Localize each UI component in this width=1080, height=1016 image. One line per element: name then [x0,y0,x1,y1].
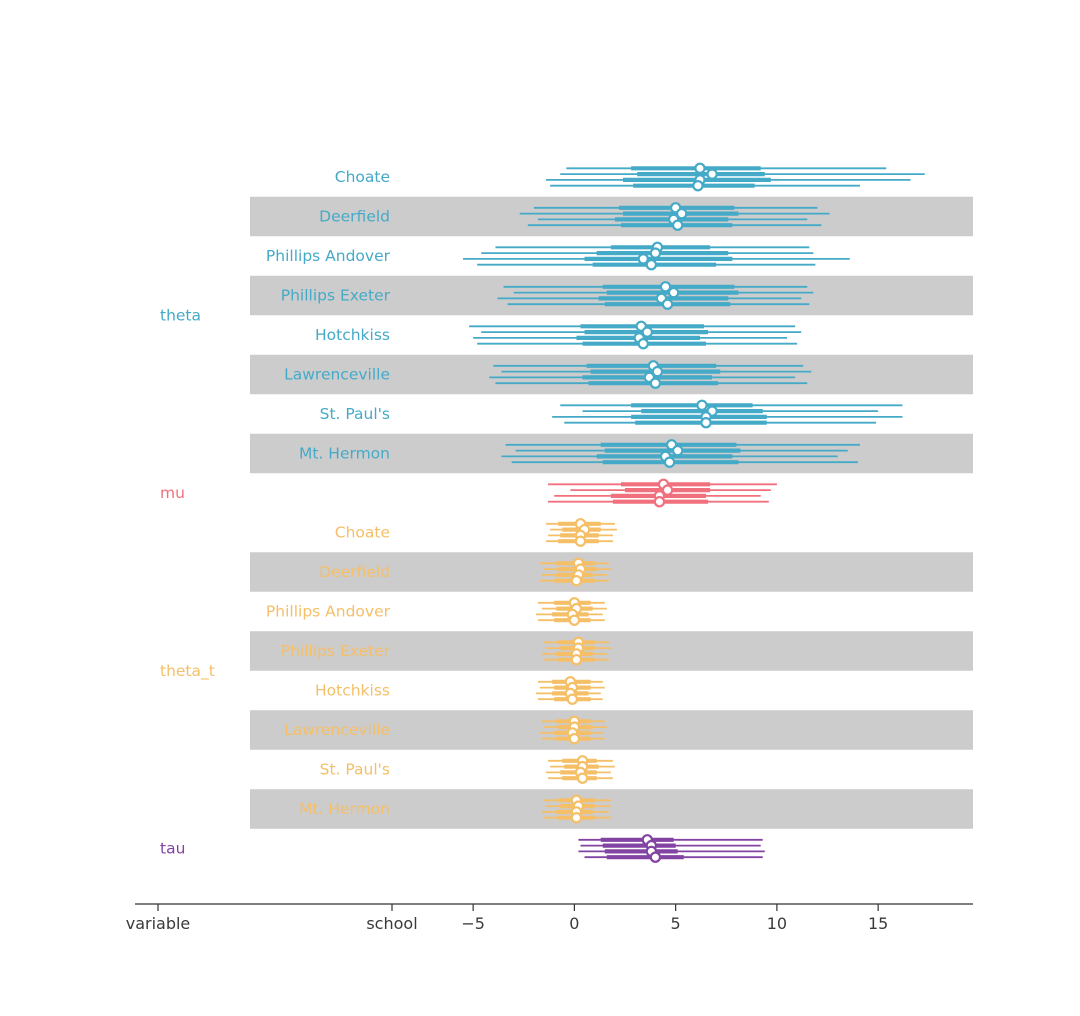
school-row-label: Lawrenceville [284,721,390,739]
forest-row: Phillips Exeter [281,636,611,666]
median-dot [651,365,664,378]
forest-row: Hotchkiss [315,676,605,705]
school-row-label: Phillips Exeter [281,287,391,305]
median-dot [637,253,649,265]
forest-row: Phillips Andover [266,241,850,271]
median-dot [663,456,676,468]
x-tick-label: 10 [767,914,787,933]
forest-row: St. Paul's [320,755,615,784]
row-band [250,789,973,829]
x-axis: variable school −5 0 5 10 15 [126,903,973,933]
school-row-label: St. Paul's [320,761,390,779]
school-row-label: Mt. Hermon [299,445,390,463]
median-dot [645,259,658,271]
school-row-label: Choate [335,524,390,542]
variable-label: theta_t [160,662,215,681]
forest-row: Phillips Exeter [281,281,814,310]
school-row-label: Hotchkiss [315,682,390,700]
median-dot [692,179,704,192]
x-tick-label: 15 [868,914,888,933]
row-band [250,433,973,474]
row-bands [250,196,973,829]
row-band [250,275,973,316]
forest-row [548,478,777,508]
forest-row: Phillips Andover [266,597,607,626]
forest-row: Choate [335,162,925,192]
forest-row: Mt. Hermon [299,439,860,468]
school-row-label: Deerfield [319,208,390,226]
median-dot [641,326,654,338]
median-dot [568,614,581,626]
median-dot [694,162,706,174]
forest-row: Lawrenceville [284,360,812,389]
forest-row: Lawrenceville [284,715,607,745]
median-dot [637,338,649,350]
column-tick-label: school [366,914,417,933]
school-row-label: Phillips Andover [266,603,391,621]
forest-row: St. Paul's [320,399,903,429]
median-dot [568,733,581,745]
school-row-label: Mt. Hermon [299,800,390,818]
median-dot [661,484,674,496]
row-band [250,710,973,750]
forest-row [578,834,765,863]
forest-row: Hotchkiss [315,320,802,350]
variable-label: tau [160,840,185,858]
school-row-label: Hotchkiss [315,326,390,344]
median-dot [661,298,674,310]
row-band [250,631,973,671]
median-dot [649,851,662,863]
x-tick-label: 0 [569,914,579,933]
row-band [250,354,973,395]
median-dot [576,772,589,784]
variable-label: theta [160,306,201,324]
school-row-label: Choate [335,168,390,186]
median-dot [566,693,579,705]
x-tick-label: 5 [671,914,681,933]
median-dot [671,444,684,457]
forest-row: Mt. Hermon [299,794,611,824]
row-band [250,196,973,237]
median-dot [570,654,583,666]
school-row-label: Phillips Exeter [281,642,391,660]
median-dot [696,399,708,411]
median-dot [659,281,672,293]
x-tick-label: −5 [461,914,485,933]
median-dot [574,535,587,547]
median-dot [653,496,666,508]
median-dot [570,575,583,587]
school-row-label: St. Paul's [320,405,390,423]
median-dot [667,286,680,299]
school-row-label: Phillips Andover [266,247,391,265]
forest-row: Choate [335,518,617,547]
variable-label: mu [160,484,185,502]
column-tick-label: variable [126,914,191,933]
median-dot [570,812,583,824]
school-row-label: Deerfield [319,563,390,581]
school-row-label: Lawrenceville [284,366,390,384]
median-dot [706,168,718,180]
forest-row: Deerfield [319,202,830,231]
forest-row: Deerfield [319,557,611,587]
median-dot [649,247,662,259]
median-dot [676,207,688,220]
median-dot [700,417,712,429]
median-dot [649,377,662,389]
row-band [250,552,973,592]
median-dot [671,219,684,231]
